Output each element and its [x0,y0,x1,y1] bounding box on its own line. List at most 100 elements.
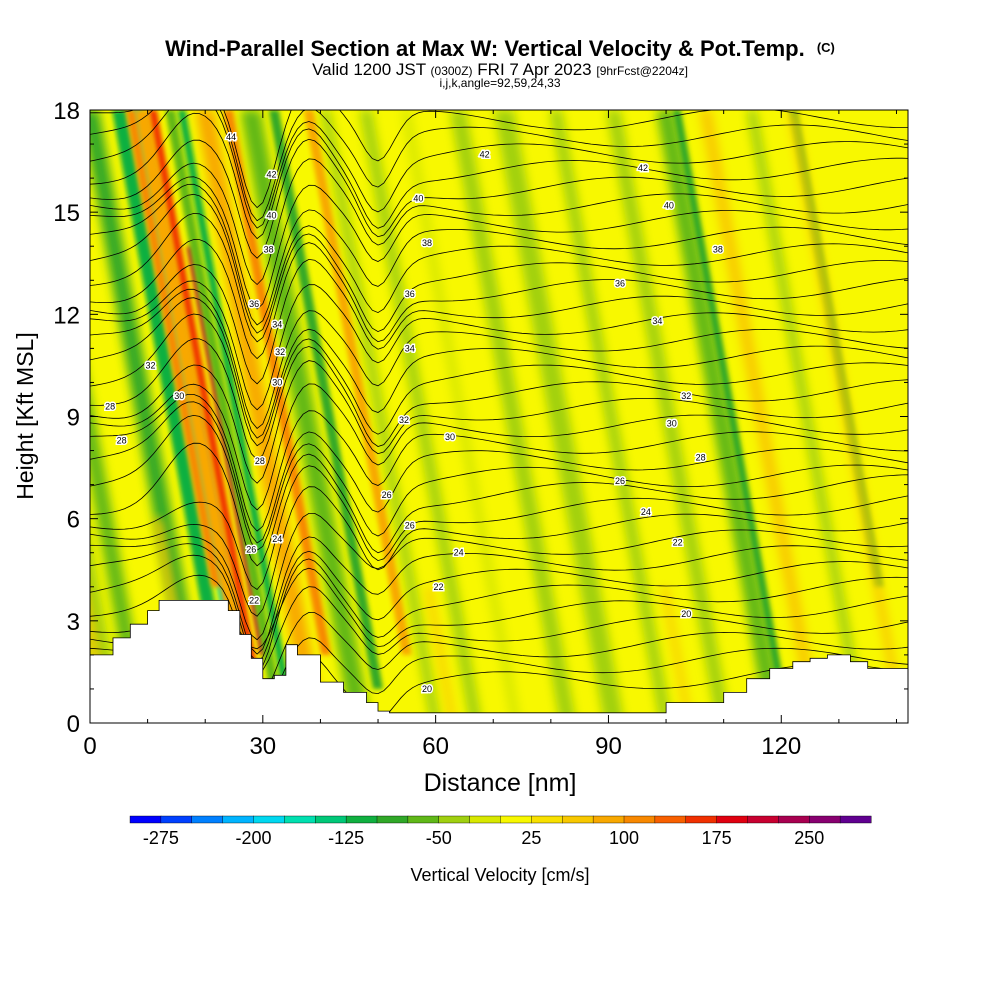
terrain [90,600,908,723]
theta-label: 22 [673,538,683,548]
colorbar-segment [531,815,563,824]
colorbar-segment [685,815,718,824]
colorbar-tick-label: 175 [702,828,732,848]
colorbar: -275 -200 -125 -50 25 100 175 250 [129,815,872,848]
theta-label: 36 [615,279,625,289]
theta-label: 34 [405,343,415,353]
x-tick-label: 60 [422,733,449,760]
colorbar-tick-label: -275 [143,828,179,848]
theta-label: 30 [272,377,282,387]
theta-label: 40 [413,194,423,204]
colorbar-tick-label: -200 [235,828,271,848]
colorbar-tick-label: -50 [426,828,452,848]
theta-label: 28 [696,452,706,462]
theta-label: 42 [638,163,648,173]
colorbar-segment [654,815,687,824]
y-tick-label: 18 [53,98,80,125]
theta-label: 28 [255,456,265,466]
y-tick-label: 3 [67,609,80,636]
theta-label: 26 [246,544,256,554]
y-axis-label: Height [Kft MSL] [12,332,38,499]
theta-label: 32 [275,347,285,357]
colorbar-segment [376,815,409,824]
colorbar-segment [562,815,594,824]
x-tick-label: 30 [249,733,276,760]
theta-label: 44 [226,132,236,142]
colorbar-segment [315,815,347,824]
theta-label: 28 [117,435,127,445]
theta-label: 40 [664,200,674,210]
plot-area: 44 42 40 38 36 34 32 30 28 24 26 22 32 30 28 28 42 40 38 36… [90,110,908,723]
colorbar-label: Vertical Velocity [cm/s] [410,865,589,885]
subtitle-date: FRI 7 Apr 2023 [477,60,592,79]
x-tick-label: 120 [761,733,801,760]
theta-label: 32 [145,360,155,370]
colorbar-tick-label: 100 [609,828,639,848]
y-tick-label: 12 [53,302,80,329]
x-tick-label: 90 [595,733,622,760]
colorbar-segment [778,815,810,824]
theta-label: 30 [174,391,184,401]
y-tick-label: 6 [67,507,80,534]
chart-title: Wind-Parallel Section at Max W: Vertical… [0,36,1000,62]
chart-title-text: Wind-Parallel Section at Max W: Vertical… [165,36,805,61]
theta-label: 24 [641,507,651,517]
theta-label: 32 [399,415,409,425]
theta-label: 36 [405,289,415,299]
colorbar-segment [592,815,625,824]
grid-indices: i,j,k,angle=92,59,24,33 [439,76,561,90]
theta-label: 26 [405,520,415,530]
theta-label: 38 [422,238,432,248]
colorbar-segment [747,815,779,824]
theta-label: 20 [681,609,691,619]
theta-label: 30 [445,432,455,442]
colorbar-segment [345,815,378,824]
colorbar-segment [407,815,440,824]
theta-label: 30 [667,418,677,428]
colorbar-segment [129,815,162,824]
colorbar-segment [500,815,532,824]
x-tick-label: 0 [83,733,96,760]
theta-label: 38 [713,245,723,255]
chart-subtitle: Valid 1200 JST (0300Z) FRI 7 Apr 2023 [9… [0,60,1000,80]
colorbar-segment [284,815,316,824]
theta-label: 28 [105,401,115,411]
y-tick-label: 0 [67,711,80,738]
theta-contours [90,110,908,723]
colorbar-segment [222,815,254,824]
theta-label: 24 [454,548,464,558]
x-axis-label: Distance [nm] [424,769,577,797]
theta-label: 38 [264,245,274,255]
theta-label: 24 [272,534,282,544]
y-tick-label: 9 [67,405,80,432]
theta-label: 42 [480,149,490,159]
y-tick-label: 15 [53,200,80,227]
theta-label: 36 [249,299,259,309]
colorbar-segment [839,815,872,824]
theta-label: 34 [652,316,662,326]
colorbar-tick-label: -125 [328,828,364,848]
theta-label: 22 [249,595,259,605]
colorbar-segment [160,815,193,824]
theta-label: 42 [266,170,276,180]
colorbar-tick-label: 250 [794,828,824,848]
theta-label: 22 [434,582,444,592]
colorbar-segment [809,815,841,824]
theta-label: 34 [272,320,282,330]
subtitle-utc: (0300Z) [430,64,473,78]
theta-label: 20 [422,684,432,694]
colorbar-segment [253,815,285,824]
theta-label: 32 [681,391,691,401]
colorbar-segment [469,815,501,824]
colorbar-segment [623,815,656,824]
theta-label: 40 [266,211,276,221]
chart-title-suffix: (C) [816,40,835,55]
colorbar-segment [438,815,471,824]
colorbar-tick-label: 25 [521,828,541,848]
colorbar-segment [191,815,224,824]
theta-label: 26 [615,476,625,486]
subtitle-valid: Valid 1200 JST [312,60,426,79]
colorbar-segment [716,815,748,824]
